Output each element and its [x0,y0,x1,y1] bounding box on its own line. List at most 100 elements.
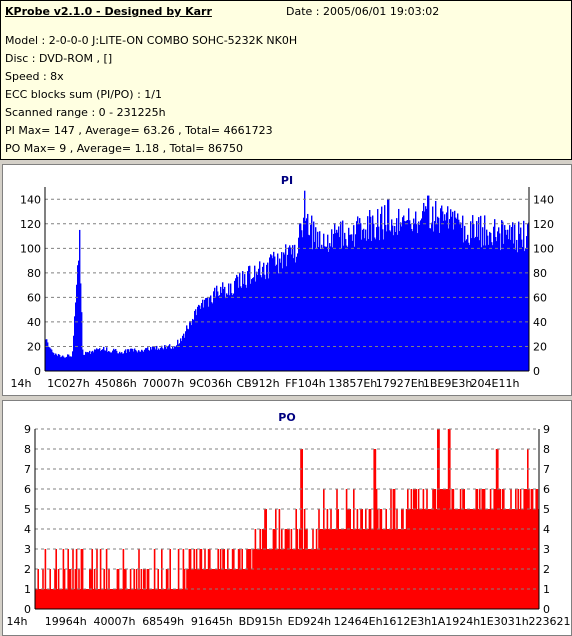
pi-bar [384,205,386,371]
po-bar [273,529,276,609]
pi-bar [423,202,425,371]
pi-bar [274,256,276,371]
po-bar [523,489,525,609]
po-bar [367,529,369,609]
pi-bar [369,210,371,371]
pi-bar [147,347,149,371]
po-bar [411,509,414,609]
po-xtick: 40007h [93,615,135,628]
po-ytick-left: 2 [24,563,31,576]
pi-bar [130,348,132,371]
po-bar [241,549,243,609]
pi-bar [503,243,505,371]
pi-bar [236,274,238,371]
pi-bar [526,236,528,371]
pi-bar [516,239,518,371]
pi-bar [220,286,222,371]
pi-bar [98,349,100,371]
po-bar [114,589,116,609]
pi-bar [306,218,308,371]
po-bar [453,509,456,609]
pi-bar [133,351,135,371]
pi-bar [414,223,416,371]
po-bar [506,509,509,609]
po-bar [235,569,237,609]
pi-bar [165,345,167,371]
po-ytick-right: 4 [543,523,550,536]
pi-bar [157,350,159,371]
po-bar [275,509,277,609]
pi-bar [110,352,112,371]
po-bar [62,549,65,609]
po-bar [419,509,421,609]
pi-bar [502,221,504,371]
po-bar [469,509,471,609]
po-bar [49,569,51,609]
po-stats-line: PO Max= 9 , Average= 1.18 , Total= 86750 [5,142,243,155]
pi-bar [78,260,80,371]
pi-bar [46,339,48,371]
po-bar [86,589,89,609]
pi-bar [282,268,284,371]
po-bar [65,589,67,609]
pi-bar [113,348,115,371]
pi-bar [301,230,303,371]
pi-bar [214,287,216,371]
po-bar [307,549,309,609]
po-bar [217,549,219,609]
pi-bar [117,353,119,371]
pi-bar [269,257,271,371]
pi-bar [108,351,110,371]
po-bar [146,569,149,609]
po-bar [219,549,222,609]
pi-bar [284,254,286,371]
pi-bar [164,345,166,371]
po-bar [69,569,72,609]
pi-bar [116,350,118,371]
pi-bar [342,220,344,371]
pi-bar [145,348,147,371]
po-ytick-left: 3 [24,543,31,556]
pi-bar [333,233,335,371]
po-bar [132,589,134,609]
po-bar [111,589,114,609]
pi-bar [317,231,319,371]
po-ytick-right: 3 [543,543,550,556]
po-bar [95,589,97,609]
pi-bar [438,217,440,371]
pi-ytick-right: 60 [533,291,547,304]
pi-title: PI [281,174,293,187]
po-bar [159,589,162,609]
po-bar [43,589,45,609]
pi-bar [87,352,89,371]
pi-bar [421,218,423,371]
po-bar [350,529,353,609]
po-bar [481,489,483,609]
po-bar [91,549,93,609]
pi-bar [118,353,120,371]
pi-xtick: 70007h [142,377,184,390]
pi-bar [151,349,153,371]
pi-bar [478,217,480,371]
po-bar [87,589,90,609]
po-bar [209,549,211,609]
po-bar [206,569,209,609]
po-bar [107,589,109,609]
pi-bar [107,351,109,371]
pi-bar [292,245,294,371]
po-bar [445,489,447,609]
po-bar [471,509,474,609]
pi-bar [389,230,391,371]
pi-bar [158,348,160,371]
po-bar [127,589,129,609]
po-bar [518,509,521,609]
pi-bar [461,227,463,371]
po-bar [128,589,131,609]
po-bar [66,589,68,609]
po-bar [67,549,69,609]
pi-bar [47,342,49,371]
po-bar [247,549,249,609]
pi-bar [523,220,525,371]
pi-bar [432,206,434,371]
pi-bar [103,346,105,371]
